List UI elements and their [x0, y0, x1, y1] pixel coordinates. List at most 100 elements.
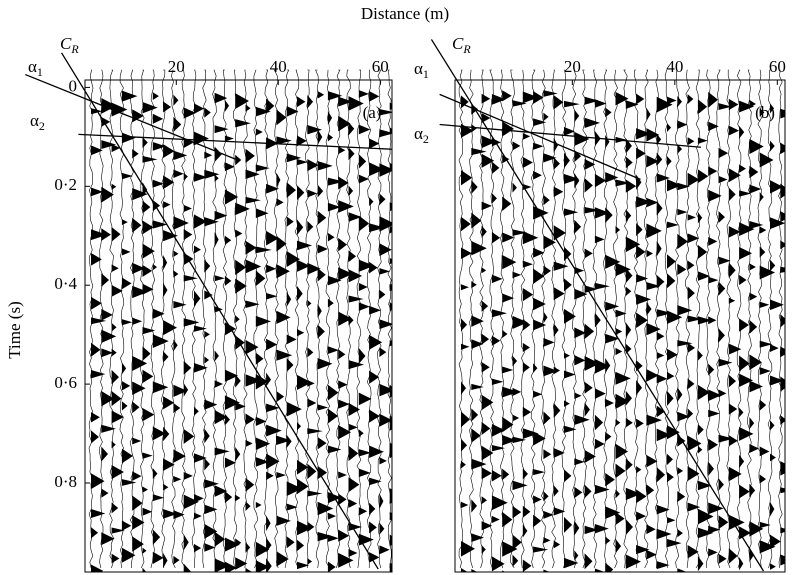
trace-lobe: [667, 348, 678, 361]
trace-lobe: [512, 505, 522, 519]
trace-lobe: [111, 527, 125, 534]
trace-lobe: [307, 558, 313, 565]
trace-lobe: [91, 508, 106, 519]
trace-lobe: [739, 222, 755, 237]
trace-lobe: [358, 215, 370, 232]
trace-lobe: [770, 259, 776, 272]
trace-lobe: [286, 401, 302, 417]
trace-lobe: [163, 426, 170, 442]
trace-lobe: [101, 140, 117, 150]
trace-lobe: [235, 119, 251, 128]
trace-lobe: [502, 255, 517, 270]
trace-lobe: [533, 546, 549, 553]
trace-lobe: [348, 212, 362, 222]
trace-lobe: [481, 267, 487, 274]
trace-lobe: [697, 480, 712, 491]
trace-lobe: [204, 428, 210, 444]
trace-lobe: [605, 562, 614, 572]
trace-lobe: [502, 416, 514, 433]
trace: [377, 69, 382, 569]
trace-lobe: [615, 443, 629, 460]
trace-lobe: [142, 486, 148, 493]
trace-lobe: [759, 340, 773, 348]
trace-lobe: [266, 372, 272, 387]
trace-lobe: [564, 308, 576, 324]
trace-lobe: [142, 507, 153, 516]
annotation-label: α2: [30, 111, 45, 133]
y-tick-label: 0·4: [54, 274, 77, 293]
trace-lobe: [759, 192, 764, 202]
trace-lobe: [121, 132, 136, 144]
trace-lobe: [204, 479, 219, 489]
trace-lobe: [780, 346, 785, 358]
trace-lobe: [461, 318, 468, 332]
trace-lobe: [656, 274, 665, 289]
trace-lobe: [101, 186, 114, 203]
trace-lobe: [389, 442, 392, 459]
trace-lobe: [338, 399, 350, 409]
trace-lobe: [533, 268, 545, 285]
trace-lobe: [297, 478, 309, 495]
trace: [263, 69, 269, 569]
trace-lobe: [770, 217, 785, 230]
trace-lobe: [502, 570, 506, 572]
trace: [222, 69, 228, 569]
trace-lobe: [481, 225, 487, 238]
trace-lobe: [307, 299, 312, 307]
trace-lobe: [636, 511, 647, 521]
trace-lobe: [770, 375, 784, 386]
trace-lobe: [338, 380, 348, 389]
trace-lobe: [286, 481, 303, 496]
trace-lobe: [142, 326, 156, 335]
trace-lobe: [553, 485, 559, 497]
x-tick-label: 60: [372, 57, 389, 76]
trace: [623, 69, 629, 569]
trace-lobe: [152, 381, 169, 394]
trace-lobe: [111, 183, 117, 190]
trace-lobe: [369, 197, 374, 207]
trace-lobe: [481, 153, 495, 168]
trace-lobe: [91, 473, 105, 490]
trace-lobe: [121, 362, 127, 375]
trace-lobe: [739, 526, 751, 540]
trace-lobe: [142, 220, 154, 235]
trace-lobe: [204, 169, 220, 179]
trace-lobe: [358, 449, 372, 457]
trace-lobe: [152, 308, 165, 319]
trace-lobe: [646, 282, 661, 291]
trace-lobe: [173, 510, 185, 520]
trace-lobe: [235, 446, 241, 462]
trace-lobe: [543, 265, 551, 277]
trace-lobe: [111, 322, 117, 332]
trace-lobe: [224, 189, 239, 205]
trace-lobe: [522, 319, 531, 331]
trace-lobe: [132, 355, 148, 371]
trace-lobe: [276, 435, 291, 446]
trace-lobe: [194, 453, 207, 463]
trace-lobe: [152, 426, 166, 441]
trace-lobe: [491, 274, 503, 284]
trace-lobe: [667, 390, 674, 406]
trace-lobe: [121, 319, 133, 326]
trace-lobe: [718, 434, 734, 443]
trace-lobe: [297, 422, 302, 431]
trace-lobe: [379, 493, 384, 510]
trace-lobe: [728, 374, 737, 388]
trace-lobe: [379, 289, 386, 300]
trace-lobe: [780, 142, 785, 155]
trace-lobe: [245, 196, 262, 204]
trace-lobe: [224, 395, 240, 410]
trace-lobe: [677, 491, 686, 503]
trace-lobe: [297, 374, 312, 390]
trace-lobe: [235, 374, 241, 388]
trace-lobe: [780, 487, 785, 494]
trace-lobe: [491, 469, 502, 482]
trace: [571, 69, 577, 569]
trace-lobe: [348, 121, 355, 136]
trace-lobe: [276, 310, 291, 324]
trace-lobe: [224, 561, 237, 572]
trace-lobe: [656, 173, 670, 183]
trace-lobe: [358, 302, 370, 311]
trace-lobe: [533, 319, 547, 331]
trace-lobe: [348, 96, 364, 111]
